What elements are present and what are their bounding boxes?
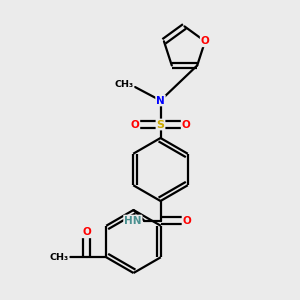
Text: N: N [156,95,165,106]
Text: O: O [182,119,190,130]
Text: CH₃: CH₃ [114,80,134,89]
Text: O: O [82,227,91,237]
Text: O: O [201,36,209,46]
Text: O: O [130,119,140,130]
Text: S: S [157,119,164,130]
Text: CH₃: CH₃ [50,253,69,262]
Text: HN: HN [124,215,142,226]
Text: O: O [182,215,191,226]
